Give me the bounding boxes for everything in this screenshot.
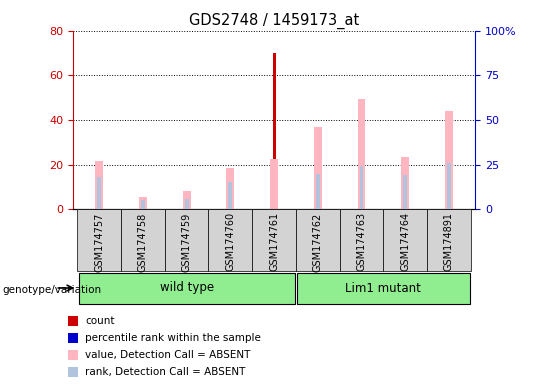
Bar [445, 111, 453, 209]
Bar [185, 199, 188, 209]
Bar [139, 197, 147, 209]
FancyBboxPatch shape [296, 209, 340, 271]
Bar [273, 159, 275, 209]
Bar [357, 99, 366, 209]
Bar [401, 157, 409, 209]
Bar [403, 175, 407, 209]
Title: GDS2748 / 1459173_at: GDS2748 / 1459173_at [189, 13, 359, 29]
Bar [228, 182, 232, 209]
Text: rank, Detection Call = ABSENT: rank, Detection Call = ABSENT [85, 367, 246, 377]
Bar [95, 161, 103, 209]
Text: GSM174761: GSM174761 [269, 212, 279, 271]
FancyBboxPatch shape [208, 209, 252, 271]
Bar [68, 333, 78, 343]
Bar [141, 200, 144, 209]
FancyBboxPatch shape [297, 273, 469, 303]
Bar [229, 182, 232, 209]
Bar [270, 159, 278, 209]
Text: GSM174764: GSM174764 [400, 212, 410, 271]
Text: wild type: wild type [159, 281, 214, 295]
Text: GSM174762: GSM174762 [313, 212, 323, 271]
Text: percentile rank within the sample: percentile rank within the sample [85, 333, 261, 343]
FancyBboxPatch shape [427, 209, 471, 271]
FancyBboxPatch shape [121, 209, 165, 271]
Text: GSM174760: GSM174760 [225, 212, 235, 271]
Text: Lim1 mutant: Lim1 mutant [346, 281, 421, 295]
Bar [185, 197, 188, 209]
Text: GSM174763: GSM174763 [356, 212, 367, 271]
FancyBboxPatch shape [252, 209, 296, 271]
Bar [314, 127, 322, 209]
Text: count: count [85, 316, 114, 326]
Bar [141, 200, 145, 209]
Bar [68, 367, 78, 377]
Bar [360, 166, 363, 209]
FancyBboxPatch shape [383, 209, 427, 271]
Bar [360, 166, 363, 209]
FancyBboxPatch shape [79, 273, 295, 303]
Bar [226, 168, 234, 209]
Bar [68, 349, 78, 359]
FancyBboxPatch shape [340, 209, 383, 271]
Bar [447, 163, 451, 209]
Bar [68, 316, 78, 326]
Text: GSM174759: GSM174759 [181, 212, 192, 271]
Bar [97, 177, 101, 209]
Bar [183, 192, 191, 209]
Text: GSM174757: GSM174757 [94, 212, 104, 272]
Text: GSM174758: GSM174758 [138, 212, 148, 271]
Bar [98, 181, 100, 209]
Bar [448, 163, 450, 209]
Bar [273, 53, 275, 209]
Text: value, Detection Call = ABSENT: value, Detection Call = ABSENT [85, 349, 251, 359]
FancyBboxPatch shape [165, 209, 208, 271]
Bar [316, 174, 320, 209]
Text: genotype/variation: genotype/variation [3, 285, 102, 295]
FancyBboxPatch shape [77, 209, 121, 271]
Text: GSM174891: GSM174891 [444, 212, 454, 271]
